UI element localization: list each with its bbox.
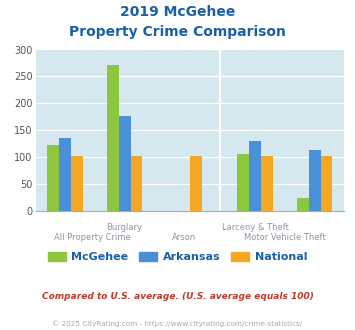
Text: All Property Crime: All Property Crime [54, 233, 130, 242]
Bar [119, 116, 131, 211]
Bar [249, 141, 261, 211]
Bar [47, 146, 59, 211]
Text: Burglary: Burglary [106, 223, 143, 232]
Text: Property Crime Comparison: Property Crime Comparison [69, 25, 286, 39]
Bar [237, 154, 249, 211]
Bar [131, 156, 142, 211]
Bar [107, 65, 119, 211]
Text: Arson: Arson [172, 233, 196, 242]
Bar [297, 198, 309, 211]
Text: Compared to U.S. average. (U.S. average equals 100): Compared to U.S. average. (U.S. average … [42, 292, 313, 301]
Text: 2019 McGehee: 2019 McGehee [120, 5, 235, 19]
Text: © 2025 CityRating.com - https://www.cityrating.com/crime-statistics/: © 2025 CityRating.com - https://www.city… [53, 321, 302, 327]
Bar [71, 156, 83, 211]
Bar [321, 156, 333, 211]
Bar [309, 150, 321, 211]
Bar [190, 156, 202, 211]
Text: Larceny & Theft: Larceny & Theft [222, 223, 289, 232]
Bar [59, 138, 71, 211]
Text: Motor Vehicle Theft: Motor Vehicle Theft [244, 233, 326, 242]
Legend: McGehee, Arkansas, National: McGehee, Arkansas, National [43, 248, 312, 267]
Bar [261, 156, 273, 211]
